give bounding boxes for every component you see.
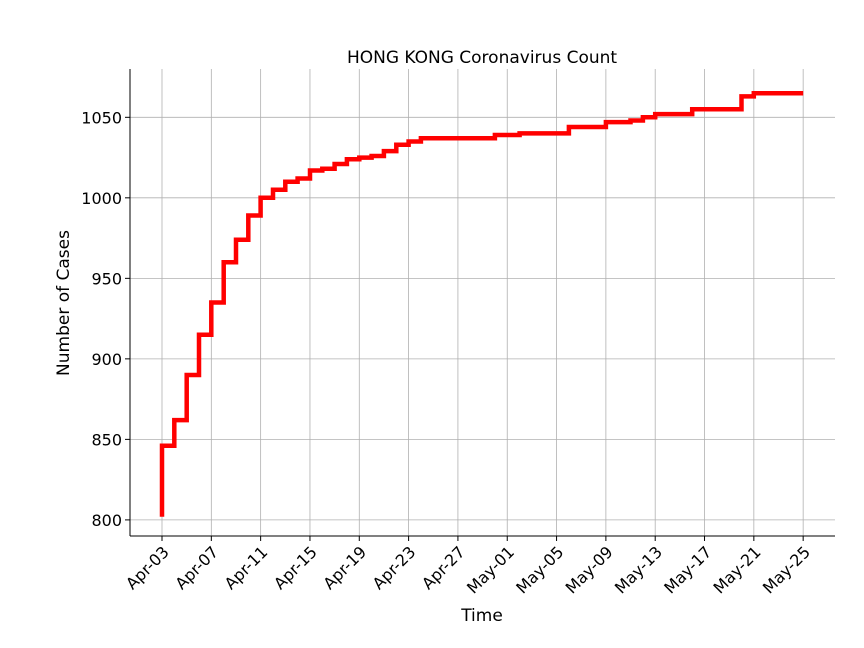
y-tick-label: 800: [91, 511, 122, 530]
y-tick-label: 950: [91, 269, 122, 288]
y-ticks: 800 850 900 950 1000 1050: [81, 108, 130, 530]
y-axis-label: Number of Cases: [54, 230, 74, 376]
series-layer: [159, 90, 804, 517]
chart-title: HONG KONG Coronavirus Count: [347, 48, 617, 68]
y-tick-label: 1000: [81, 189, 122, 208]
y-tick-label: 1050: [81, 108, 122, 127]
axes: [129, 69, 835, 537]
x-axis-label: Time: [460, 606, 503, 626]
y-tick-label: 850: [91, 430, 122, 449]
series-line: [159, 90, 804, 517]
y-tick-label: 900: [91, 350, 122, 369]
grid: [130, 69, 835, 536]
